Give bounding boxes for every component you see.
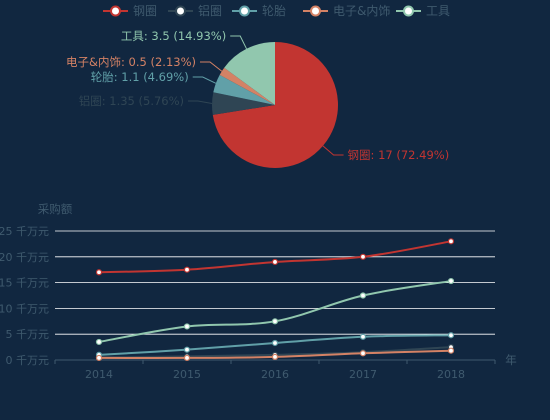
x-axis-title: 年 [505,353,517,367]
data-point-4-4[interactable] [447,277,455,285]
y-tick-label-1: 5 千万元 [6,328,50,341]
legend-label: 工具 [426,4,450,18]
data-point-3-3[interactable] [359,350,367,357]
pie-slice-2[interactable] [213,74,275,105]
pie-label-line-2 [192,76,217,84]
y-axis-title: 采购额 [38,202,73,216]
data-point-3-4[interactable] [447,347,455,354]
legend-marker [403,5,414,17]
data-point-0-1[interactable] [183,266,191,273]
pie-labels: 钢圈: 17 (72.49%) 铝圈: 1.35 (5.76%) 轮胎: 1.1 (… [66,29,449,162]
data-point-0-4[interactable] [447,238,455,245]
data-point-0-3[interactable] [359,253,367,260]
legend-item-0[interactable]: 钢圈 [103,4,157,18]
legend-marker [175,5,186,17]
legend-marker [310,5,321,17]
pie-slice-4[interactable] [224,42,275,105]
pie-label-4: 工具: 3.5 (14.93%) [121,29,226,43]
pie-label-3: 电子&内饰: 0.5 (2.13%) [66,55,196,69]
y-tick-label-4: 20 千万元 [0,251,49,264]
legend-label: 轮胎 [262,4,286,18]
pie-chart [212,42,339,168]
series-4 [95,277,455,346]
pie-slice-3[interactable] [219,67,275,105]
pie-label-1: 铝圈: 1.35 (5.76%) [79,94,184,108]
legend-item-1[interactable]: 铝圈 [168,3,222,18]
pie-slice-1[interactable] [212,92,275,115]
legend-label: 电子&内饰 [333,4,390,18]
pie-label-line-1 [188,100,213,105]
data-point-3-2[interactable] [271,353,279,361]
data-point-2-4[interactable] [447,332,455,339]
pie-label-line-0 [322,145,344,156]
legend-label: 铝圈 [198,3,222,18]
x-tick-label-4: 2018 [437,368,465,381]
data-point-0-0[interactable] [95,269,103,276]
legend-item-2[interactable]: 轮胎 [232,4,286,18]
data-point-2-3[interactable] [359,333,367,340]
pie-label-0: 钢圈: 17 (72.49%) [348,148,450,162]
line-chart: 0 千万元 5 千万元 10 千万元 15 千万元 20 千万元 25 千万元 采购额 20… [0,202,517,381]
series-line-4 [98,280,452,343]
pie-label-2: 轮胎: 1.1 (4.69%) [91,70,189,84]
y-axis-ticks: 0 千万元 5 千万元 10 千万元 15 千万元 20 千万元 25 千万元 采购额 [0,202,73,367]
series-lines [95,238,455,362]
pie-slice-0[interactable] [212,42,339,168]
legend-label: 钢圈 [133,4,157,18]
x-tick-label-1: 2015 [173,368,201,381]
data-point-3-1[interactable] [183,354,191,362]
data-point-2-1[interactable] [183,346,191,353]
series-0 [95,238,455,276]
legend: 钢圈 铝圈 轮胎 电子&内饰 工具 [103,3,450,18]
data-point-2-2[interactable] [271,339,279,347]
series-2 [95,332,455,358]
y-tick-label-3: 15 千万元 [0,277,49,290]
series-3 [95,347,455,362]
x-tick-label-0: 2014 [85,368,113,381]
legend-item-4[interactable]: 工具 [396,4,450,18]
y-tick-label-2: 10 千万元 [0,302,49,315]
pie-label-line-3 [200,61,223,72]
legend-item-3[interactable]: 电子&内饰 [303,4,390,18]
legend-marker [239,5,250,17]
y-tick-label-5: 25 千万元 [0,225,49,238]
x-tick-label-3: 2017 [349,368,377,381]
data-point-4-0[interactable] [95,338,103,346]
data-point-4-1[interactable] [183,323,191,330]
legend-marker [110,5,121,17]
data-point-4-3[interactable] [359,292,367,299]
x-tick-label-2: 2016 [261,368,289,381]
x-axis-ticks: 2014 2015 2016 2017 2018 年 [54,353,517,381]
y-tick-label-0: 0 千万元 [6,354,50,367]
data-point-0-2[interactable] [271,258,279,266]
data-point-3-0[interactable] [95,354,103,362]
data-point-4-2[interactable] [271,318,279,325]
pie-label-line-4 [230,35,247,50]
